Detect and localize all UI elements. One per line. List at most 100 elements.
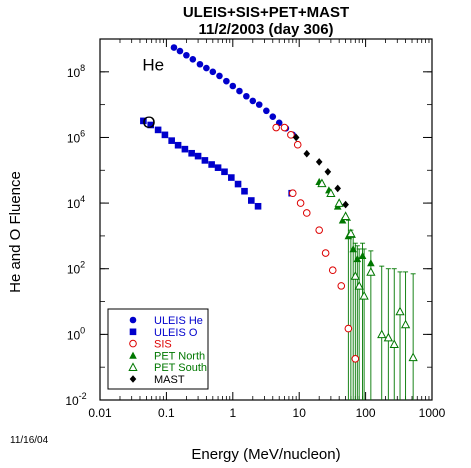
uleis-o-point bbox=[208, 161, 215, 168]
axes-frame: 0.01 0.1 1 10 100 1000 10-2 100 102 104 106 108 bbox=[65, 38, 446, 420]
sis-point bbox=[302, 209, 311, 217]
chart-subtitle: 11/2/2003 (day 306) bbox=[198, 21, 333, 38]
date-stamp: 11/16/04 bbox=[10, 435, 49, 446]
sis-point bbox=[280, 123, 289, 132]
uleis-he-point bbox=[229, 82, 237, 90]
uleis-o-point bbox=[248, 197, 255, 204]
pet-south-point bbox=[359, 290, 369, 300]
uleis-he-point bbox=[203, 64, 210, 72]
pet-south-point bbox=[346, 228, 356, 238]
plot-frame bbox=[99, 38, 433, 401]
x-tick-label: 0.1 bbox=[158, 406, 175, 420]
sis-point bbox=[288, 189, 297, 198]
mast-point bbox=[334, 184, 341, 193]
uleis-o-point bbox=[147, 121, 154, 129]
x-tick-label: 1 bbox=[229, 406, 236, 420]
x-axis-label: Energy (MeV/nucleon) bbox=[191, 446, 340, 463]
pet-north-point bbox=[367, 259, 375, 267]
pet-south-point bbox=[350, 271, 360, 280]
sis-point bbox=[328, 266, 337, 275]
uleis-o-point bbox=[154, 126, 162, 134]
y-tick-label: 100 bbox=[67, 325, 85, 342]
uleis-o-point bbox=[221, 168, 228, 176]
sis-point bbox=[296, 199, 305, 207]
legend-label: PET North bbox=[154, 350, 205, 362]
legend-marker bbox=[129, 351, 137, 359]
mast-point bbox=[315, 158, 323, 166]
sis-point bbox=[272, 123, 280, 132]
pet-north-point bbox=[353, 255, 362, 263]
sis-point bbox=[351, 355, 360, 363]
uleis-he-point bbox=[196, 60, 204, 68]
mast-point bbox=[303, 149, 311, 158]
uleis-o-point bbox=[228, 174, 235, 181]
x-tick-label: 0.01 bbox=[88, 406, 112, 420]
legend-label: MAST bbox=[154, 374, 185, 386]
legend-marker bbox=[129, 339, 137, 348]
legend-label: ULEIS He bbox=[154, 315, 203, 327]
y-tick-label: 104 bbox=[67, 194, 85, 211]
uleis-o-point bbox=[241, 187, 248, 195]
error-bars bbox=[345, 219, 416, 400]
legend-label: PET South bbox=[154, 362, 207, 374]
uleis-he-point bbox=[255, 101, 263, 108]
y-tick-label: 106 bbox=[67, 128, 85, 145]
pet-south-point bbox=[408, 352, 418, 362]
annotation-he: He bbox=[142, 55, 164, 74]
uleis-he-point bbox=[269, 113, 277, 120]
uleis-o-point bbox=[234, 180, 242, 188]
uleis-he-point bbox=[249, 97, 257, 105]
uleis-he-point bbox=[183, 51, 190, 59]
legend-marker bbox=[129, 316, 137, 324]
uleis-o-point bbox=[214, 164, 222, 171]
uleis-o-point bbox=[254, 202, 262, 210]
mast-point bbox=[292, 133, 300, 142]
uleis-he-point bbox=[209, 68, 217, 76]
pet-south-point bbox=[400, 319, 411, 329]
pet-south-point bbox=[383, 332, 393, 342]
legend-label: SIS bbox=[154, 339, 172, 351]
uleis-he-point bbox=[170, 44, 178, 51]
uleis-he-point bbox=[216, 72, 223, 80]
uleis-o-point bbox=[161, 131, 169, 139]
uleis-he-point bbox=[236, 87, 243, 95]
uleis-he-point bbox=[189, 56, 197, 63]
sis-point bbox=[344, 324, 353, 333]
pet-south-point bbox=[377, 329, 387, 339]
uleis-o-point bbox=[181, 145, 189, 153]
pet-south-point bbox=[317, 178, 327, 188]
sis-point bbox=[337, 282, 346, 290]
pet-south-point bbox=[389, 339, 399, 349]
pet-south-point bbox=[354, 281, 364, 290]
annotation-o: O bbox=[142, 113, 155, 132]
pet-south-point bbox=[395, 306, 405, 316]
data-points bbox=[140, 44, 418, 363]
legend-label: ULEIS O bbox=[154, 327, 198, 339]
y-axis-label: He and O Fluence bbox=[7, 171, 24, 293]
uleis-he-point bbox=[176, 47, 184, 55]
pet-north-point bbox=[349, 245, 357, 253]
legend-box bbox=[107, 308, 209, 390]
uleis-o-point bbox=[194, 152, 202, 160]
x-tick-label: 10 bbox=[293, 406, 307, 420]
x-tick-label: 100 bbox=[356, 406, 376, 420]
uleis-he-point bbox=[223, 77, 230, 85]
sis-point bbox=[315, 226, 323, 234]
pet-north-point bbox=[358, 251, 367, 259]
uleis-o-point bbox=[174, 141, 182, 149]
pet-south-point bbox=[366, 267, 376, 276]
chart-title: ULEIS+SIS+PET+MAST bbox=[183, 4, 349, 21]
pet-north-point bbox=[338, 216, 347, 224]
y-tick-label: 108 bbox=[67, 63, 85, 80]
uleis-he-point bbox=[263, 107, 270, 115]
annotations: He O bbox=[142, 55, 164, 132]
mast-point bbox=[342, 200, 349, 209]
sis-point bbox=[321, 249, 330, 257]
y-tick-label: 102 bbox=[67, 260, 85, 277]
sis-point bbox=[287, 131, 295, 139]
uleis-o-point bbox=[201, 157, 209, 164]
uleis-o-point bbox=[188, 149, 195, 157]
sis-point bbox=[293, 140, 302, 149]
